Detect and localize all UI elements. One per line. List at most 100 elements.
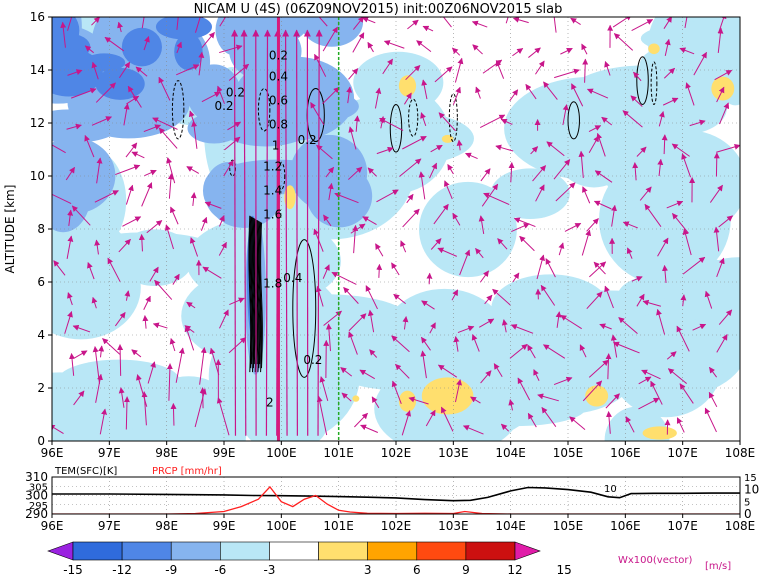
wind-vector xyxy=(219,17,229,27)
wind-vector xyxy=(642,299,662,307)
wind-vector xyxy=(204,201,222,209)
x-tick-label: 101E xyxy=(323,446,354,460)
wind-vector xyxy=(230,29,239,436)
wind-vector xyxy=(201,32,215,48)
wind-vector xyxy=(493,363,503,378)
sub-x-tick-label: 108E xyxy=(725,519,756,533)
wind-vector xyxy=(451,47,461,56)
wind-vector xyxy=(348,313,367,332)
wind-vector xyxy=(123,103,130,126)
wind-vector xyxy=(622,110,643,128)
wind-vector xyxy=(430,238,442,250)
wind-vector xyxy=(532,165,546,182)
colorbar-box xyxy=(72,541,123,561)
shade-blob xyxy=(490,332,635,415)
wind-vector xyxy=(447,164,454,175)
wind-vector xyxy=(146,220,163,234)
wind-vector xyxy=(631,19,654,32)
wind-vector xyxy=(53,260,66,276)
x-tick-label: 102E xyxy=(381,446,412,460)
wind-vector xyxy=(630,95,643,107)
shade-blob xyxy=(52,235,141,340)
wind-vector xyxy=(693,51,707,76)
wind-vector xyxy=(318,17,328,27)
shade-blob xyxy=(398,390,417,412)
wind-vector xyxy=(186,166,200,174)
wind-vector xyxy=(118,238,131,253)
shade-blob xyxy=(648,43,660,55)
chart-title: NICAM U (4S) (06Z09NOV2015) init:00Z06NO… xyxy=(194,2,563,17)
wind-vector xyxy=(325,166,334,178)
wind-vector xyxy=(422,25,434,32)
wind-vector xyxy=(416,40,432,53)
wind-vector xyxy=(471,334,480,352)
wind-vector xyxy=(553,17,557,33)
wind-vector xyxy=(126,95,140,105)
y-axis-label: ALTITUDE [km] xyxy=(3,185,17,274)
wind-vector xyxy=(682,256,706,275)
wind-vector xyxy=(393,293,406,305)
contour-label: 1.6 xyxy=(263,207,282,221)
colorbar-label: -6 xyxy=(214,563,226,575)
wind-vector xyxy=(391,380,402,404)
wind-vector xyxy=(152,117,178,130)
contour-label: 1.2 xyxy=(263,160,282,174)
sub-x-tick-label: 100E xyxy=(266,519,297,533)
wind-vector xyxy=(433,203,449,225)
wind-vector xyxy=(593,200,612,210)
wind-vector xyxy=(224,136,241,151)
wind-vector xyxy=(589,261,607,278)
sub-x-tick-label: 99E xyxy=(213,519,236,533)
wind-vector xyxy=(689,119,706,127)
wind-vector xyxy=(407,19,419,30)
wind-vector xyxy=(601,116,613,126)
legend-precipitation: PRCP [mm/hr] xyxy=(152,466,222,477)
wind-vector xyxy=(216,397,230,436)
wind-vector xyxy=(716,257,725,278)
wind-vector xyxy=(459,249,471,276)
colorbar-box xyxy=(465,541,516,561)
wind-vector xyxy=(170,206,179,225)
wind-vector xyxy=(131,349,142,358)
wind-vector xyxy=(164,224,174,250)
y-tick-label: 0 xyxy=(37,434,45,448)
contour-label: 0.4 xyxy=(269,70,288,84)
colorbar-label: -3 xyxy=(263,563,275,575)
wind-vector xyxy=(84,45,94,54)
wind-vector xyxy=(535,60,545,75)
wind-vector xyxy=(718,17,727,32)
wind-vector xyxy=(401,410,412,436)
wind-vector xyxy=(69,352,75,376)
wind-vector xyxy=(625,416,635,433)
colorbar-box xyxy=(367,541,418,561)
wind-vector xyxy=(316,395,328,436)
wind-vector xyxy=(219,309,229,329)
wind-vector xyxy=(293,29,301,436)
shade-blob xyxy=(284,185,296,210)
wind-vector xyxy=(454,379,463,403)
wind-vector xyxy=(533,369,540,381)
wind-vector xyxy=(191,120,198,149)
wind-vector xyxy=(560,47,573,55)
wind-vector xyxy=(119,61,131,79)
wind-vector xyxy=(354,412,368,428)
wind-vector xyxy=(439,17,452,28)
wind-vector xyxy=(348,126,357,150)
wind-vector xyxy=(73,390,85,406)
contour-oval xyxy=(389,103,403,153)
wind-vector xyxy=(315,29,323,436)
wind-vector xyxy=(87,261,95,280)
wind-vector xyxy=(497,238,508,250)
shade-blob xyxy=(222,344,284,403)
y-tick-label: 10 xyxy=(30,169,45,183)
wind-vector xyxy=(440,406,454,432)
wind-vector xyxy=(658,111,665,127)
wind-vector xyxy=(666,200,684,209)
wind-vector xyxy=(437,247,457,257)
wind-vector xyxy=(555,311,562,328)
wind-vector xyxy=(348,331,358,355)
wind-vector xyxy=(426,272,433,285)
wind-vector xyxy=(684,17,688,29)
shade-blob xyxy=(233,56,355,141)
wind-vector xyxy=(676,417,685,433)
